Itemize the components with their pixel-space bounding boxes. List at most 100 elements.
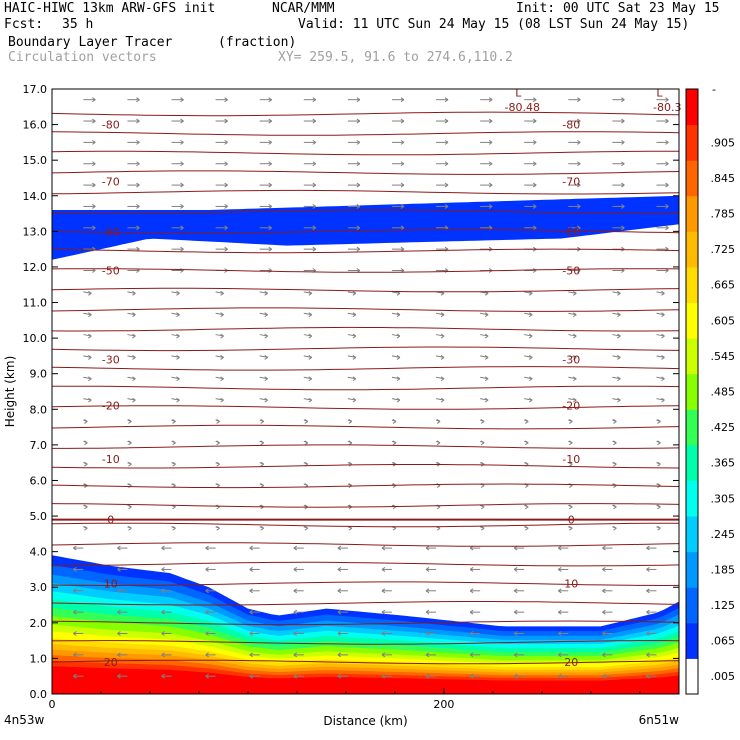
wind-vector-head — [488, 139, 493, 145]
wind-vector-head — [352, 376, 357, 382]
wind-vector-head — [621, 182, 625, 188]
wind-vector-head — [657, 525, 661, 531]
wind-vector-head — [348, 483, 353, 488]
wind-vector — [524, 376, 533, 380]
temperature-contour — [51, 170, 680, 175]
wind-vector-head — [558, 588, 562, 594]
wind-vector-head — [312, 246, 317, 252]
wind-vector-head — [665, 118, 669, 124]
wind-vector-head — [400, 182, 405, 188]
temperature-contour — [51, 307, 680, 312]
wind-vector-head — [617, 376, 621, 382]
wind-vector-head — [444, 204, 449, 209]
wind-vector-head — [117, 652, 121, 658]
wind-vector-head — [224, 182, 228, 188]
wind-vector-head — [513, 588, 518, 594]
wind-vector-head — [224, 97, 228, 103]
wind-vector-head — [425, 631, 430, 636]
wind-vector-head — [646, 588, 650, 594]
wind-vector-head — [180, 204, 184, 209]
wind-vector — [127, 291, 136, 294]
wind-vector-head — [268, 246, 272, 252]
wind-vector — [435, 355, 445, 358]
wind-vector — [435, 398, 445, 401]
wind-vector-head — [180, 246, 184, 252]
temperature-contour — [51, 659, 680, 665]
wind-vector-head — [308, 312, 313, 318]
wind-vector-head — [513, 631, 518, 636]
wind-vector — [83, 291, 92, 294]
temperature-contour — [51, 268, 680, 273]
wind-vector — [347, 334, 356, 337]
wind-vector — [171, 334, 180, 337]
wind-vector-head — [180, 118, 184, 124]
y-tick-label: 3.0 — [30, 581, 48, 594]
wind-vector-head — [352, 312, 357, 318]
x-tick-label: 200 — [433, 698, 454, 711]
wind-vector-head — [569, 525, 573, 531]
wind-vector-head — [117, 567, 121, 572]
temperature-contour — [51, 424, 680, 430]
wind-vector-head — [293, 673, 298, 679]
temperature-contour — [51, 326, 680, 332]
wind-vector-head — [440, 333, 445, 339]
wind-vector-head — [577, 225, 581, 231]
wind-vector-head — [304, 419, 309, 424]
wind-vector — [83, 398, 92, 401]
wind-vector — [347, 291, 356, 294]
wind-vector-head — [216, 440, 220, 446]
temperature-contour — [51, 189, 680, 195]
contour-label: -50 — [562, 265, 580, 278]
wind-vector — [612, 334, 621, 337]
wind-vector-head — [73, 631, 77, 636]
wind-vector-head — [352, 290, 357, 296]
wind-vector-head — [352, 354, 357, 360]
temperature-contour — [51, 561, 680, 567]
wind-vector — [127, 334, 136, 337]
wind-vector — [480, 334, 489, 337]
colorbar-swatch — [686, 444, 698, 481]
wind-vector-head — [117, 631, 121, 636]
wind-vector-head — [92, 118, 96, 124]
wind-vector — [347, 312, 356, 316]
wind-vector-head — [205, 673, 209, 679]
wind-vector-head — [396, 354, 401, 360]
wind-vector-head — [356, 182, 361, 188]
wind-vector-head — [356, 118, 361, 124]
contour-label: -60 — [562, 225, 580, 238]
temperature-contour — [51, 601, 680, 606]
wind-vector-head — [205, 545, 209, 551]
wind-vector-head — [132, 354, 136, 360]
wind-vector — [215, 291, 224, 294]
wind-vector — [612, 291, 621, 294]
wind-vector-head — [249, 588, 253, 594]
tracer-fill-layer — [52, 195, 679, 694]
wind-vector-head — [356, 246, 361, 252]
wind-vector-head — [558, 567, 562, 572]
colorbar-swatch — [686, 195, 698, 232]
wind-vector-head — [161, 631, 165, 636]
field-name-tracer: Boundary Layer Tracer — [8, 35, 173, 50]
wind-vector-head — [304, 440, 309, 446]
wind-vector — [171, 355, 180, 358]
colorbar-label: .425 — [711, 421, 736, 434]
wind-vector-head — [132, 312, 136, 318]
contour-label: -30 — [102, 353, 120, 366]
forecast-label: Fcst: — [4, 17, 44, 32]
wind-vector — [303, 334, 312, 337]
y-tick-label: 16.0 — [23, 119, 48, 132]
wind-vector — [480, 312, 489, 316]
temperature-contour — [51, 542, 680, 547]
wind-vector-head — [356, 225, 361, 231]
wind-vector-head — [621, 225, 625, 231]
temperature-contour — [51, 640, 680, 645]
wind-vector-head — [469, 588, 474, 594]
wind-vector-head — [312, 161, 317, 167]
wind-vector-head — [621, 139, 625, 145]
wind-vector-head — [396, 312, 401, 318]
wind-vector-head — [117, 673, 121, 679]
contour-label: -20 — [562, 400, 580, 413]
wind-vector-head — [613, 440, 617, 446]
wind-vector-head — [312, 97, 317, 103]
wind-vector-head — [444, 97, 449, 103]
